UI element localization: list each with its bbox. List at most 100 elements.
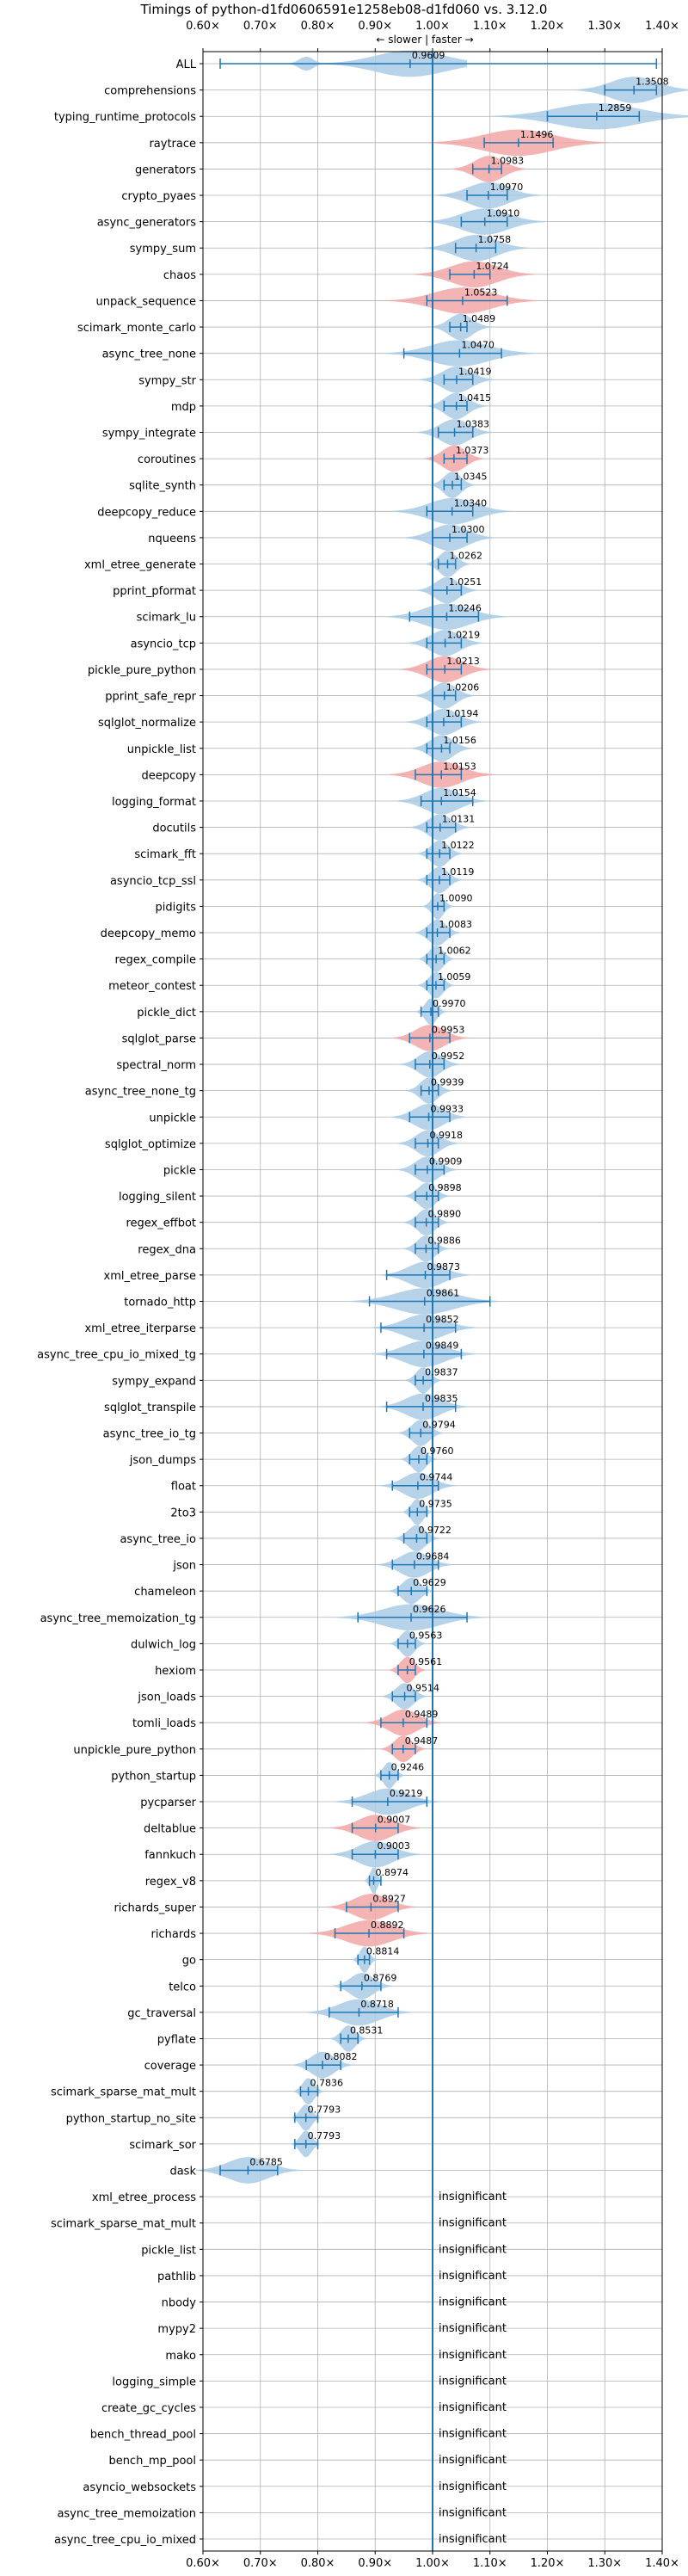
y-tick-label: sympy_sum — [130, 243, 196, 256]
y-tick-label: docutils — [152, 823, 196, 835]
value-label: 1.0059 — [438, 971, 470, 983]
insignificant-label: insignificant — [439, 2480, 507, 2493]
value-label: 0.9909 — [429, 1156, 463, 1167]
y-tick-label: fannkuch — [144, 1849, 196, 1862]
value-label: 1.0219 — [447, 629, 481, 640]
y-tick-label: generators — [135, 163, 196, 176]
value-label: 1.0419 — [458, 366, 492, 377]
y-tick-label: xml_etree_iterparse — [84, 1322, 196, 1335]
y-tick-label: unpickle_list — [127, 743, 196, 756]
value-label: 0.7793 — [308, 2104, 341, 2115]
y-tick-label: regex_effbot — [126, 1217, 196, 1230]
y-tick-label: logging_simple — [112, 2376, 196, 2388]
y-tick-label: xml_etree_process — [92, 2191, 196, 2204]
x-tick-label-bottom: 1.10× — [473, 2557, 507, 2570]
value-label: 1.0156 — [443, 735, 476, 746]
y-tick-label: scimark_monte_carlo — [77, 322, 196, 335]
y-tick-label: sympy_expand — [112, 1375, 196, 1388]
value-label: 0.7836 — [310, 2078, 344, 2089]
value-label: 0.9722 — [418, 1525, 451, 1536]
value-label: 0.9852 — [426, 1314, 458, 1325]
y-tick-label: dulwich_log — [131, 1638, 196, 1651]
y-tick-label: async_generators — [97, 217, 197, 230]
value-label: 1.1496 — [520, 129, 554, 140]
value-label: 1.0724 — [476, 261, 509, 272]
y-tick-label: unpickle — [149, 1112, 196, 1125]
value-label: 0.8082 — [324, 2051, 358, 2062]
y-tick-label: crypto_pyaes — [121, 190, 196, 203]
y-tick-label: telco — [169, 1981, 196, 1994]
value-label: 0.9629 — [413, 1577, 445, 1588]
value-label: 1.0415 — [458, 392, 492, 404]
x-tick-label-bottom: 1.00× — [415, 2557, 450, 2570]
y-tick-label: sqlglot_optimize — [105, 1138, 196, 1151]
y-tick-label: hexiom — [155, 1665, 196, 1678]
y-tick-label: pickle_pure_python — [88, 664, 196, 677]
value-label: 0.9563 — [409, 1630, 443, 1641]
y-tick-label: async_tree_cpu_io_mixed_tg — [37, 1349, 196, 1362]
y-tick-label: spectral_norm — [116, 1059, 196, 1072]
x-tick-label-top: 0.60× — [186, 20, 220, 33]
y-tick-label: pycparser — [140, 1796, 196, 1809]
value-label: 1.0119 — [441, 866, 475, 878]
y-tick-label: async_tree_cpu_io_mixed — [54, 2534, 196, 2547]
y-tick-label: xml_etree_parse — [104, 1270, 196, 1283]
value-label: 0.9939 — [431, 1077, 464, 1088]
value-label: 1.0122 — [441, 840, 475, 851]
value-label: 0.9849 — [426, 1340, 459, 1352]
value-label: 0.8974 — [376, 1867, 409, 1878]
y-tick-label: tornado_http — [124, 1297, 196, 1310]
x-tick-label-bottom: 0.70× — [243, 2557, 278, 2570]
value-label: 0.8769 — [364, 1972, 397, 1983]
insignificant-label: insignificant — [439, 2322, 507, 2335]
y-tick-label: comprehensions — [104, 85, 196, 98]
value-label: 0.9886 — [427, 1235, 461, 1246]
insignificant-label: insignificant — [439, 2243, 507, 2256]
y-tick-label: nbody — [162, 2297, 197, 2310]
y-tick-label: typing_runtime_protocols — [54, 111, 196, 124]
insignificant-label: insignificant — [439, 2375, 507, 2388]
y-tick-label: python_startup — [111, 1770, 196, 1783]
value-label: 0.9890 — [428, 1209, 461, 1220]
y-tick-label: json — [172, 1560, 196, 1573]
chart-title: Timings of python-d1fd0606591e1258eb08-d… — [140, 2, 548, 17]
y-tick-label: sqlglot_normalize — [98, 717, 196, 730]
insignificant-label: insignificant — [439, 2454, 507, 2467]
value-label: 0.9952 — [432, 1051, 465, 1062]
y-tick-label: mako — [165, 2350, 196, 2363]
insignificant-label: insignificant — [439, 2506, 507, 2519]
y-tick-label: coroutines — [138, 453, 196, 466]
value-label: 1.0300 — [452, 524, 485, 535]
value-label: 0.9970 — [433, 998, 466, 1009]
insignificant-label: insignificant — [439, 2217, 507, 2230]
y-tick-label: richards — [151, 1928, 197, 1941]
value-label: 0.8531 — [350, 2024, 384, 2036]
y-tick-label: scimark_sor — [129, 2139, 196, 2152]
value-label: 1.2859 — [599, 102, 632, 114]
value-label: 1.3508 — [636, 77, 669, 88]
y-tick-label: unpack_sequence — [95, 295, 196, 308]
value-label: 0.9898 — [428, 1182, 462, 1193]
value-label: 1.0213 — [446, 656, 480, 667]
y-tick-label: scimark_lu — [137, 612, 196, 625]
y-tick-label: async_tree_io — [120, 1533, 196, 1546]
x-tick-label-top: 1.10× — [473, 20, 507, 33]
y-tick-label: sqlglot_parse — [122, 1032, 196, 1045]
y-tick-label: ALL — [176, 59, 197, 71]
y-tick-label: unpickle_pure_python — [73, 1744, 196, 1757]
y-tick-label: sqlglot_transpile — [104, 1402, 196, 1414]
y-tick-label: sympy_integrate — [102, 427, 196, 440]
y-tick-label: chaos — [163, 269, 196, 282]
x-tick-label-bottom: 1.40× — [645, 2557, 679, 2570]
y-tick-label: deepcopy_memo — [101, 927, 196, 940]
value-label: 1.0154 — [443, 787, 476, 798]
value-label: 1.0489 — [463, 313, 496, 324]
y-tick-label: sqlite_synth — [129, 480, 196, 493]
y-tick-label: go — [182, 1955, 196, 1968]
y-tick-label: gc_traversal — [127, 2007, 196, 2020]
x-tick-label-bottom: 0.80× — [301, 2557, 335, 2570]
y-tick-label: dask — [169, 2166, 196, 2179]
y-tick-label: sympy_str — [138, 374, 196, 387]
